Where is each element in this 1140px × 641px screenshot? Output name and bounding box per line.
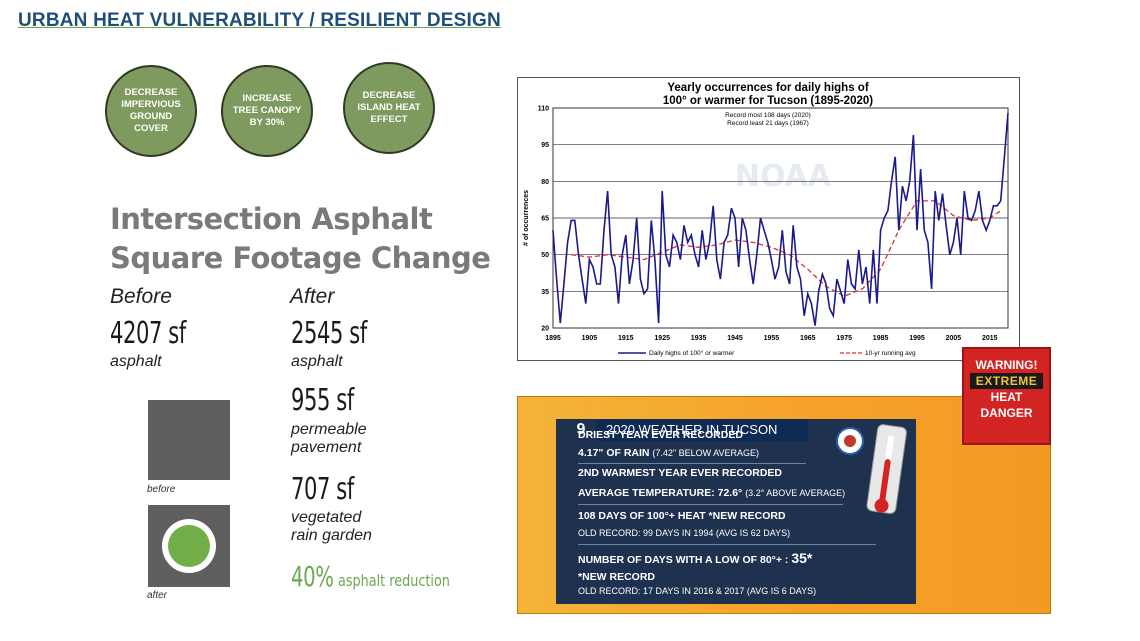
desc-line: pavement: [291, 439, 362, 456]
legend-label-running: 10-yr running avg: [865, 350, 916, 357]
weather-row-4-main: NUMBER OF DAYS WITH A LOW OF 80°+ : 35*: [578, 550, 812, 566]
rain-garden-dot: [168, 525, 210, 567]
x-tick-label: 1915: [618, 335, 634, 342]
y-tick-label: 35: [541, 289, 549, 296]
reduction-summary: 40% asphalt reduction: [291, 560, 477, 593]
extreme-heat-warning-sign: WARNING! EXTREME HEAT DANGER: [962, 347, 1051, 445]
sub-detail: OLD RECORD: 17 DAYS IN 2016 & 2017 (AVG …: [578, 586, 817, 596]
before-value: 4207 sf: [110, 316, 186, 351]
x-tick-label: 1935: [691, 335, 707, 342]
before-desc: asphalt: [110, 353, 162, 370]
weather-row-4-detail: OLD RECORD: 17 DAYS IN 2016 & 2017 (AVG …: [578, 585, 816, 597]
x-tick-label: 1925: [654, 335, 670, 342]
weather-row-2-main: 2ND WARMEST YEAR EVER RECORDED: [578, 467, 783, 479]
x-tick-label: 1985: [873, 335, 889, 342]
weather-row-1-main: DRIEST YEAR EVER RECORDED: [578, 429, 743, 441]
x-tick-label: 1975: [836, 335, 852, 342]
heading-line: Square Footage Change: [110, 241, 491, 275]
goal-circle-tree-canopy: INCREASE TREE CANOPY BY 30%: [221, 65, 313, 157]
heading-line: Intersection Asphalt: [110, 202, 433, 236]
sub-main: 4.17" OF RAIN: [578, 447, 650, 459]
x-tick-label: 1945: [727, 335, 743, 342]
desc-line: vegetated: [291, 509, 362, 526]
y-tick-label: 80: [541, 179, 549, 186]
before-asphalt-square: [148, 400, 230, 480]
y-tick-label: 110: [538, 106, 549, 113]
desc-line: permeable: [291, 421, 367, 438]
y-tick-label: 95: [541, 142, 549, 149]
chart-watermark: NOAA: [735, 159, 832, 194]
sub-detail: OLD RECORD: 99 DAYS IN 1994 (AVG IS 62 D…: [578, 528, 791, 538]
desc-line: rain garden: [291, 527, 372, 544]
section-heading: Intersection Asphalt Square Footage Chan…: [110, 200, 491, 278]
after-label: After: [290, 285, 335, 308]
after-diagram-label: after: [147, 590, 168, 601]
sub-detail: (3.2° ABOVE AVERAGE): [745, 488, 846, 498]
reduction-text: asphalt reduction: [337, 571, 450, 590]
warning-line: DANGER: [980, 406, 1033, 420]
weather-row-2-sub: AVERAGE TEMPERATURE: 72.6° (3.2° ABOVE A…: [578, 487, 845, 499]
goal-text: DECREASE IMPERVIOUS GROUND COVER: [121, 87, 181, 134]
x-tick-label: 1965: [800, 335, 816, 342]
slide-title: URBAN HEAT VULNERABILITY / RESILIENT DES…: [18, 10, 501, 31]
warning-line: WARNING!: [975, 358, 1038, 372]
x-tick-label: 1895: [545, 335, 561, 342]
weather-panel: 9 2020 WEATHER IN TUCSON DRIEST YEAR EVE…: [556, 419, 916, 604]
series-running-avg-line: [571, 200, 1002, 297]
y-tick-label: 50: [541, 252, 549, 259]
before-label: Before: [110, 285, 172, 308]
after-asphalt-desc: asphalt: [291, 353, 343, 370]
separator: [578, 504, 843, 505]
goal-circle-heat-island: DECREASE ISLAND HEAT EFFECT: [343, 62, 435, 154]
separator: [578, 544, 876, 545]
before-diagram-label: before: [147, 484, 176, 495]
rain-garden-ring: [162, 519, 216, 573]
chart-ylabel: # of occurrences: [523, 190, 530, 246]
sub-main: *NEW RECORD: [578, 571, 656, 583]
warning-extreme: EXTREME: [970, 373, 1043, 389]
x-tick-label: 1995: [909, 335, 925, 342]
chart-title-line1: Yearly occurrences for daily highs of: [667, 82, 868, 94]
x-tick-label: 2005: [946, 335, 962, 342]
after-permeable-desc: permeable pavement: [291, 421, 367, 457]
after-vegetated-desc: vegetated rain garden: [291, 509, 372, 545]
goal-circle-impervious: DECREASE IMPERVIOUS GROUND COVER: [105, 65, 197, 157]
weather-row-3-sub: OLD RECORD: 99 DAYS IN 1994 (AVG IS 62 D…: [578, 527, 790, 539]
separator: [578, 463, 806, 464]
weather-service-logo: [836, 427, 864, 455]
weather-row-4-sub: *NEW RECORD: [578, 571, 655, 583]
series-daily-highs-line: [552, 112, 1009, 326]
x-tick-label: 1955: [764, 335, 780, 342]
weather-header: 9 2020 WEATHER IN TUCSON: [577, 419, 808, 441]
y-tick-label: 65: [541, 216, 549, 223]
after-asphalt-value: 2545 sf: [291, 316, 367, 351]
chart-title-line2: 100° or warmer for Tucson (1895-2020): [663, 95, 873, 107]
weather-row-3-main: 108 DAYS OF 100°+ HEAT *NEW RECORD: [578, 510, 786, 522]
row-value: 35*: [791, 550, 813, 566]
x-tick-label: 1905: [582, 335, 598, 342]
after-vegetated-value: 707 sf: [291, 472, 354, 507]
sub-detail: (7.42" BELOW AVERAGE): [652, 448, 759, 458]
weather-header-text: 2020 WEATHER IN TUCSON: [606, 422, 778, 437]
goal-text: DECREASE ISLAND HEAT EFFECT: [357, 90, 421, 125]
reduction-value: 40%: [291, 560, 334, 593]
legend-label-daily: Daily highs of 100° or warmer: [649, 349, 735, 357]
chart-legend: Daily highs of 100° or warmer 10-yr runn…: [618, 349, 916, 357]
x-tick-label: 2015: [982, 335, 998, 342]
thermometer-icon: [864, 423, 908, 524]
row-main: NUMBER OF DAYS WITH A LOW OF 80°+ :: [578, 554, 789, 566]
goal-text: INCREASE TREE CANOPY BY 30%: [232, 93, 302, 128]
chart-annotation-line2: Record least 21 days (1967): [727, 120, 809, 127]
warning-line: HEAT: [990, 390, 1023, 404]
after-permeable-value: 955 sf: [291, 383, 354, 418]
sub-main: AVERAGE TEMPERATURE: 72.6°: [578, 487, 743, 499]
chart-svg: NOAA Yearly occurrences for daily highs …: [523, 82, 1009, 357]
y-tick-label: 20: [541, 326, 549, 333]
weather-row-1-sub: 4.17" OF RAIN (7.42" BELOW AVERAGE): [578, 447, 759, 459]
chart-annotation-line1: Record most 108 days (2020): [725, 112, 811, 119]
channel-logo: 9: [576, 421, 586, 438]
heat-days-chart: NOAA Yearly occurrences for daily highs …: [517, 77, 1020, 361]
